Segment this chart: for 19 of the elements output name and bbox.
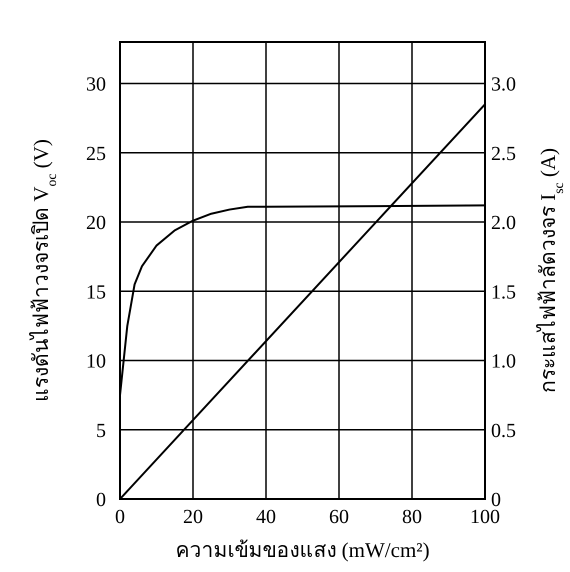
y2-tick-label: 3.0: [491, 74, 516, 96]
y-tick-label: 15: [86, 281, 106, 304]
x-tick-label: 60: [329, 506, 349, 528]
y-tick-label: 5: [96, 420, 106, 442]
x-tick-label: 0: [115, 506, 125, 528]
x-tick-label: 40: [256, 506, 276, 528]
y2-tick-label: 0.5: [491, 420, 516, 442]
y-tick-label: 0: [96, 489, 106, 511]
y-tick-label: 30: [86, 74, 106, 96]
x-axis-title: ความเข้มของแสง (mW/cm²): [175, 538, 430, 562]
y-tick-label: 25: [86, 142, 106, 165]
y2-tick-label: 2.0: [491, 212, 516, 234]
y2-tick-label: 1.0: [491, 350, 516, 373]
y2-tick-label: 2.5: [491, 142, 516, 165]
y2-tick-label: 1.5: [491, 281, 516, 304]
y-tick-label: 10: [86, 350, 106, 373]
x-tick-label: 80: [402, 506, 422, 528]
y-tick-label: 20: [86, 212, 106, 234]
x-tick-label: 20: [183, 506, 203, 528]
